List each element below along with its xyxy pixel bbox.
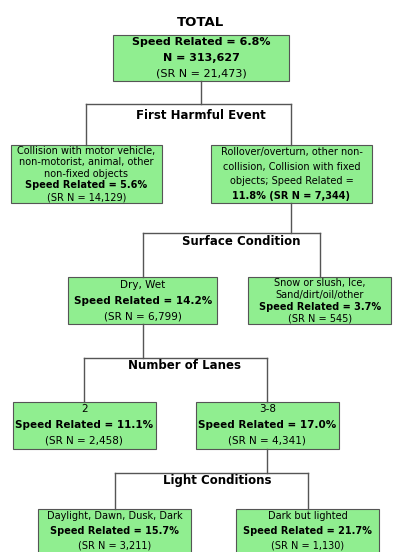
FancyBboxPatch shape xyxy=(68,277,217,324)
Text: (SR N = 4,341): (SR N = 4,341) xyxy=(228,436,306,445)
Text: (SR N = 3,211): (SR N = 3,211) xyxy=(78,541,151,551)
FancyBboxPatch shape xyxy=(13,402,155,448)
Text: non-fixed objects: non-fixed objects xyxy=(45,169,128,179)
FancyBboxPatch shape xyxy=(196,402,338,448)
Text: Speed Related = 17.0%: Speed Related = 17.0% xyxy=(198,420,336,430)
Text: non-motorist, animal, other: non-motorist, animal, other xyxy=(19,157,153,167)
Text: Surface Condition: Surface Condition xyxy=(182,235,300,248)
FancyBboxPatch shape xyxy=(236,509,378,552)
Text: 3-8: 3-8 xyxy=(258,405,275,415)
Text: objects; Speed Related =: objects; Speed Related = xyxy=(229,176,352,186)
Text: (SR N = 6,799): (SR N = 6,799) xyxy=(103,311,181,321)
Text: 2: 2 xyxy=(81,405,87,415)
Text: Snow or slush, Ice,: Snow or slush, Ice, xyxy=(273,278,365,288)
FancyBboxPatch shape xyxy=(211,145,371,203)
Text: (SR N = 21,473): (SR N = 21,473) xyxy=(155,68,246,78)
Text: N = 313,627: N = 313,627 xyxy=(162,53,239,63)
Text: Dark but lighted: Dark but lighted xyxy=(267,511,346,521)
Text: First Harmful Event: First Harmful Event xyxy=(136,109,265,123)
Text: (SR N = 14,129): (SR N = 14,129) xyxy=(47,192,126,202)
Text: Number of Lanes: Number of Lanes xyxy=(128,359,241,373)
Text: Light Conditions: Light Conditions xyxy=(162,474,271,487)
Text: collision, Collision with fixed: collision, Collision with fixed xyxy=(222,162,359,172)
Text: Sand/dirt/oil/other: Sand/dirt/oil/other xyxy=(275,290,363,300)
Text: Speed Related = 21.7%: Speed Related = 21.7% xyxy=(243,526,371,536)
FancyBboxPatch shape xyxy=(112,34,289,81)
FancyBboxPatch shape xyxy=(38,509,190,552)
Text: Speed Related = 3.7%: Speed Related = 3.7% xyxy=(258,302,380,312)
Text: Speed Related = 6.8%: Speed Related = 6.8% xyxy=(132,38,269,47)
Text: Speed Related = 14.2%: Speed Related = 14.2% xyxy=(73,296,211,306)
Text: TOTAL: TOTAL xyxy=(177,15,224,29)
Text: Dry, Wet: Dry, Wet xyxy=(120,280,165,290)
Text: 11.8% (SR N = 7,344): 11.8% (SR N = 7,344) xyxy=(232,190,350,200)
Text: Collision with motor vehicle,: Collision with motor vehicle, xyxy=(17,146,155,156)
Text: Daylight, Dawn, Dusk, Dark: Daylight, Dawn, Dusk, Dark xyxy=(47,511,182,521)
Text: (SR N = 1,130): (SR N = 1,130) xyxy=(270,541,343,551)
Text: Speed Related = 11.1%: Speed Related = 11.1% xyxy=(15,420,153,430)
Text: Rollover/overturn, other non-: Rollover/overturn, other non- xyxy=(220,147,361,157)
FancyBboxPatch shape xyxy=(11,145,161,203)
Text: Speed Related = 5.6%: Speed Related = 5.6% xyxy=(25,181,147,190)
Text: Speed Related = 15.7%: Speed Related = 15.7% xyxy=(50,526,178,536)
Text: (SR N = 2,458): (SR N = 2,458) xyxy=(45,436,123,445)
Text: (SR N = 545): (SR N = 545) xyxy=(287,314,351,323)
FancyBboxPatch shape xyxy=(248,277,390,324)
